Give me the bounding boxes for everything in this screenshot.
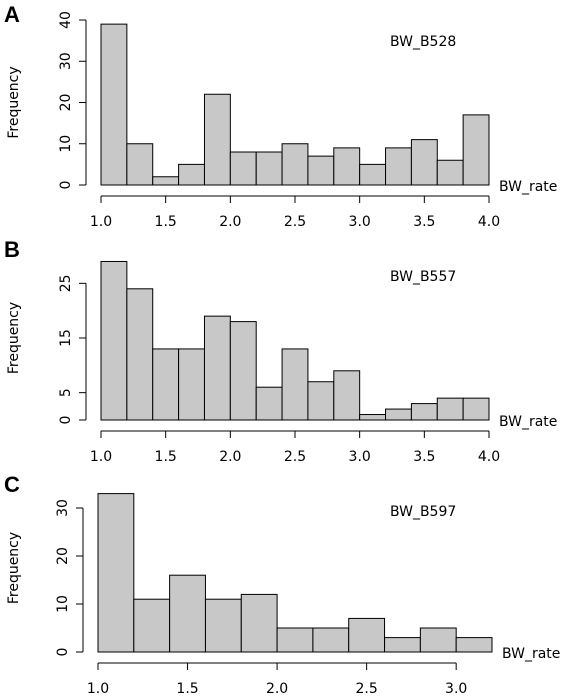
bar — [462, 114, 490, 186]
bar — [126, 288, 154, 421]
y-axis-label: Frequency — [6, 302, 22, 374]
x-tick-label: 1.5 — [155, 449, 177, 465]
bar — [462, 397, 490, 421]
bar — [385, 147, 412, 186]
x-axis-label: BW_rate — [499, 414, 557, 430]
bar — [410, 139, 438, 186]
bar — [455, 637, 493, 653]
bar — [307, 155, 335, 186]
bar — [385, 408, 412, 421]
bar — [203, 315, 231, 421]
bar — [152, 176, 180, 186]
y-tick-label: 0 — [58, 181, 74, 190]
bar — [255, 151, 283, 186]
panel-title: BW_B528 — [390, 34, 456, 50]
panel-letter: B — [4, 237, 20, 262]
bar — [281, 143, 309, 186]
bar — [281, 348, 309, 421]
y-tick-label: 20 — [58, 94, 74, 112]
x-tick-label: 2.0 — [266, 681, 288, 697]
x-tick-label: 1.5 — [155, 214, 177, 230]
panel-letter: A — [4, 2, 20, 27]
bar — [152, 348, 180, 421]
y-tick-label: 40 — [58, 11, 74, 29]
bar — [333, 370, 361, 421]
bar — [133, 598, 171, 653]
x-tick-label: 4.0 — [478, 449, 500, 465]
x-tick-label: 2.5 — [356, 681, 378, 697]
y-axis-label: Frequency — [6, 66, 22, 138]
x-tick-label: 1.0 — [87, 681, 109, 697]
bar — [410, 403, 438, 421]
bar — [255, 386, 283, 421]
bar — [229, 321, 257, 421]
bar — [276, 627, 314, 653]
bar — [126, 143, 154, 186]
bar — [240, 593, 278, 653]
y-tick-label: 0 — [58, 416, 74, 425]
x-tick-label: 3.5 — [413, 449, 435, 465]
x-tick-label: 1.0 — [90, 449, 112, 465]
bar — [203, 93, 231, 186]
x-tick-label: 4.0 — [478, 214, 500, 230]
y-tick-label: 10 — [58, 135, 74, 153]
bar — [384, 637, 421, 653]
bar — [229, 151, 257, 186]
bar — [100, 23, 128, 186]
y-tick-label: 25 — [58, 274, 74, 292]
bar — [178, 348, 205, 421]
x-tick-label: 2.5 — [284, 449, 306, 465]
x-tick-label: 2.5 — [284, 214, 306, 230]
panel-letter: C — [4, 472, 20, 497]
x-tick-label: 2.0 — [219, 214, 241, 230]
bar — [312, 627, 350, 653]
bar — [100, 260, 128, 421]
bar — [204, 598, 242, 653]
x-tick-label: 3.0 — [349, 449, 371, 465]
x-tick-label: 1.0 — [90, 214, 112, 230]
bar — [333, 147, 361, 186]
y-tick-label: 10 — [55, 595, 71, 613]
x-tick-label: 2.0 — [219, 449, 241, 465]
bar — [178, 163, 205, 186]
y-tick-label: 30 — [55, 499, 71, 517]
y-tick-label: 30 — [58, 52, 74, 70]
y-axis-label: Frequency — [6, 532, 22, 604]
bar — [359, 414, 387, 421]
bar — [307, 381, 335, 421]
y-tick-label: 15 — [58, 329, 74, 347]
y-tick-label: 20 — [55, 547, 71, 565]
y-tick-label: 5 — [58, 388, 74, 397]
x-axis-label: BW_rate — [502, 646, 560, 662]
y-tick-label: 0 — [55, 648, 71, 657]
bar — [436, 159, 464, 186]
bar — [97, 493, 135, 653]
panel-title: BW_B597 — [390, 504, 456, 520]
bar — [348, 617, 386, 653]
bar — [436, 397, 464, 421]
x-tick-label: 1.5 — [176, 681, 198, 697]
bar — [419, 627, 457, 653]
x-tick-label: 3.0 — [445, 681, 467, 697]
x-tick-label: 3.5 — [413, 214, 435, 230]
bar — [169, 574, 206, 653]
x-tick-label: 3.0 — [349, 214, 371, 230]
panel-title: BW_B557 — [390, 269, 456, 285]
x-axis-label: BW_rate — [499, 179, 557, 195]
bar — [359, 163, 387, 186]
